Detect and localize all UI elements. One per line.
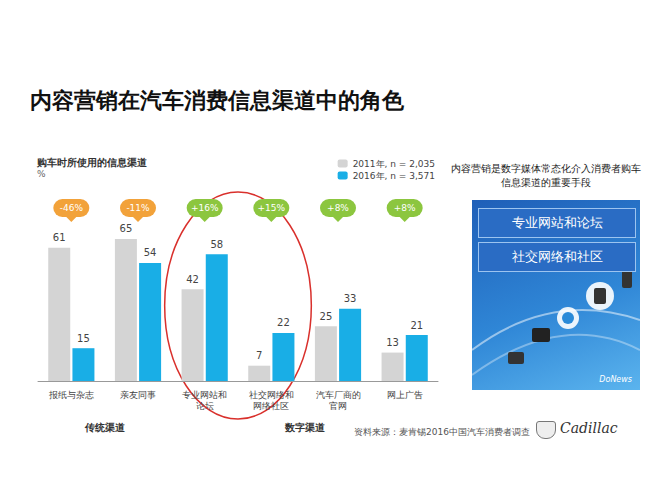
svg-text:数字渠道: 数字渠道 [284,422,326,433]
svg-text:+8%: +8% [327,203,349,213]
svg-text:33: 33 [344,293,357,304]
svg-text:报纸与杂志: 报纸与杂志 [48,390,94,400]
svg-text:网上广告: 网上广告 [387,390,423,400]
svg-text:61: 61 [53,232,66,243]
svg-text:58: 58 [210,239,223,250]
svg-text:传统渠道: 传统渠道 [84,422,126,433]
svg-text:+15%: +15% [258,203,286,213]
svg-text:-46%: -46% [60,203,84,213]
svg-text:15: 15 [77,333,90,344]
html-text:社交网络和社区: 社交网络和社区 [511,249,603,264]
html-text:内容营销是数字媒体常态化介入消费者购车信息渠道的重要手段: 内容营销是数字媒体常态化介入消费者购车信息渠道的重要手段 [451,163,641,188]
svg-text:论坛: 论坛 [196,401,214,411]
html-text:资料来源：麦肯锡2016中国汽车消费者调查: 资料来源：麦肯锡2016中国汽车消费者调查 [354,427,530,437]
svg-text:2011年, n = 2,035: 2011年, n = 2,035 [353,159,435,169]
svg-text:网络社区: 网络社区 [253,401,289,411]
svg-text:-11%: -11% [126,203,150,213]
svg-text:+16%: +16% [191,203,219,213]
svg-text:%: % [37,169,46,179]
svg-text:65: 65 [120,223,133,234]
html-text:专业网站和论坛: 专业网站和论坛 [511,215,603,230]
html-text:内容营销在汽车消费信息渠道中的角色: 内容营销在汽车消费信息渠道中的角色 [30,88,404,113]
html-text:DoNews: DoNews [599,375,632,384]
svg-text:22: 22 [277,317,290,328]
svg-text:13: 13 [386,337,399,348]
svg-text:+8%: +8% [394,203,416,213]
svg-text:汽车厂商的: 汽车厂商的 [316,390,361,400]
svg-text:2016年, n = 3,571: 2016年, n = 3,571 [353,171,435,181]
svg-text:7: 7 [256,350,262,361]
svg-text:42: 42 [186,274,199,285]
svg-text:25: 25 [320,311,333,322]
svg-text:54: 54 [144,247,157,258]
svg-text:亲友同事: 亲友同事 [120,390,156,400]
svg-text:专业网站和: 专业网站和 [182,390,227,400]
svg-text:官网: 官网 [329,401,347,411]
svg-text:21: 21 [410,320,423,331]
svg-text:社交网络和: 社交网络和 [249,390,294,400]
svg-text:购车时所使用的信息渠道: 购车时所使用的信息渠道 [36,157,148,168]
html-text:Cadillac: Cadillac [560,420,618,436]
